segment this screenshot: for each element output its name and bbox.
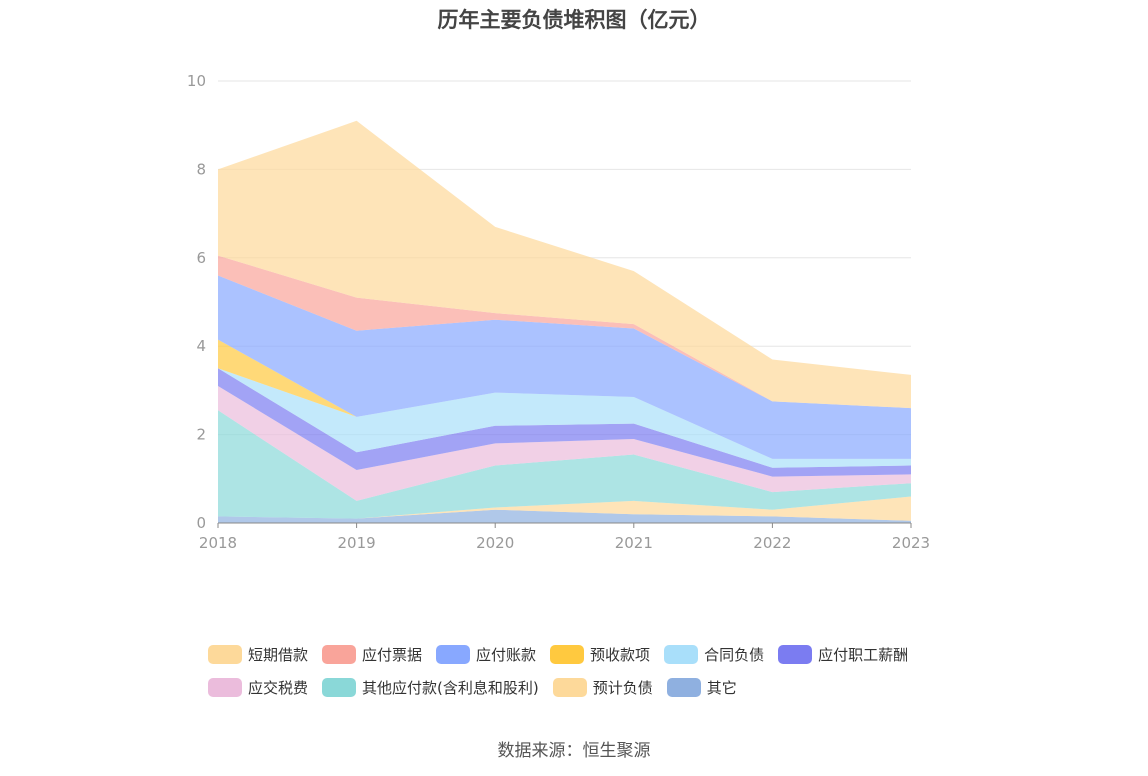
legend-swatch bbox=[666, 678, 701, 697]
area-series-4 bbox=[218, 368, 911, 477]
x-tick-label: 2018 bbox=[199, 534, 237, 552]
legend-label: 其他应付款(含利息和股利) bbox=[362, 679, 539, 697]
legend-label: 应付票据 bbox=[362, 646, 423, 664]
stacked-area-chart: 0 2 4 6 8 10 2018 2019 2020 2021 2022 2023 bbox=[187, 72, 930, 552]
legend-swatch bbox=[208, 645, 242, 664]
area-series-2 bbox=[218, 410, 911, 519]
x-tick-label: 2021 bbox=[615, 534, 653, 552]
legend-swatch bbox=[436, 645, 471, 664]
y-tick-label: 0 bbox=[196, 514, 206, 532]
legend-item[interactable]: 预计负债 bbox=[552, 677, 653, 698]
legend-label: 短期借款 bbox=[248, 646, 309, 664]
legend-label: 应交税费 bbox=[248, 679, 309, 697]
y-tick-label: 6 bbox=[196, 249, 206, 267]
x-tick-label: 2019 bbox=[338, 534, 376, 552]
legend-item[interactable]: 其他应付款(含利息和股利) bbox=[322, 677, 539, 698]
legend-row: 短期借款 应付票据 应付账款 预收款项 合同负债 应付职工薪酬 bbox=[208, 638, 968, 671]
x-tick-label: 2023 bbox=[892, 534, 930, 552]
legend-label: 预计负债 bbox=[592, 679, 653, 697]
area-series-7 bbox=[218, 275, 911, 459]
legend-swatch bbox=[322, 645, 357, 664]
x-tick-label: 2020 bbox=[476, 534, 514, 552]
y-tick-label: 10 bbox=[187, 72, 206, 90]
legend-swatch bbox=[322, 678, 357, 697]
legend-item[interactable]: 短期借款 bbox=[208, 644, 308, 665]
area-series-0 bbox=[218, 509, 911, 523]
legend-swatch bbox=[208, 678, 242, 697]
legend: 短期借款 应付票据 应付账款 预收款项 合同负债 应付职工薪酬 应交税费 其他应付款(含利息… bbox=[208, 638, 968, 704]
legend-swatch bbox=[778, 645, 813, 664]
data-source: 数据来源：恒生聚源 bbox=[497, 741, 651, 761]
legend-label: 应付职工薪酬 bbox=[818, 646, 909, 664]
legend-item[interactable]: 其它 bbox=[666, 677, 737, 698]
y-tick-label: 8 bbox=[196, 160, 206, 178]
area-series-3 bbox=[218, 386, 911, 501]
legend-item[interactable]: 应付职工薪酬 bbox=[778, 644, 908, 665]
y-tick-label: 2 bbox=[196, 426, 206, 444]
legend-swatch bbox=[664, 645, 699, 664]
legend-label: 应付账款 bbox=[476, 646, 537, 664]
y-tick-label: 4 bbox=[196, 337, 206, 355]
legend-item[interactable]: 应付账款 bbox=[436, 644, 536, 665]
legend-item[interactable]: 合同负债 bbox=[664, 644, 764, 665]
legend-swatch bbox=[552, 678, 587, 697]
chart-title: 历年主要负债堆积图（亿元） bbox=[437, 8, 711, 32]
legend-swatch bbox=[550, 645, 585, 664]
area-series-5 bbox=[218, 368, 911, 468]
legend-item[interactable]: 预收款项 bbox=[550, 644, 650, 665]
legend-item[interactable]: 应交税费 bbox=[208, 677, 308, 698]
legend-label: 其它 bbox=[706, 679, 737, 697]
area-series-1 bbox=[218, 496, 911, 521]
area-series-9 bbox=[218, 120, 911, 409]
legend-item[interactable]: 应付票据 bbox=[322, 644, 422, 665]
legend-label: 合同负债 bbox=[704, 646, 765, 664]
legend-label: 预收款项 bbox=[590, 646, 651, 664]
x-tick-label: 2022 bbox=[753, 534, 791, 552]
legend-row: 应交税费 其他应付款(含利息和股利) 预计负债 其它 bbox=[208, 671, 968, 704]
